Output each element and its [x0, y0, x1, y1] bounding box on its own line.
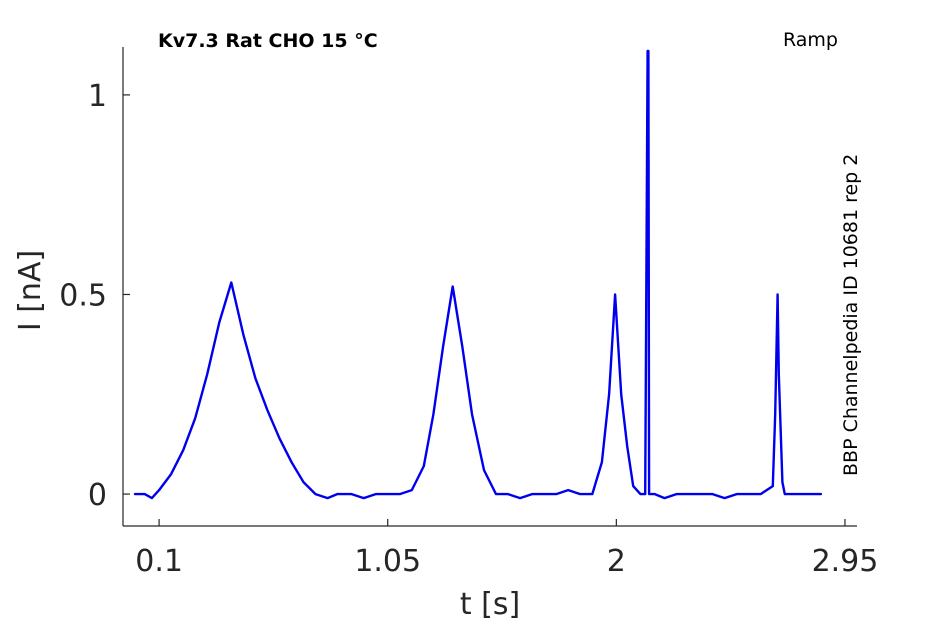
- y-axis-ticks: 00.51: [59, 79, 130, 513]
- x-tick-label: 2: [607, 544, 626, 579]
- plot-area: [133, 49, 823, 500]
- chart-title: Kv7.3 Rat CHO 15 °C: [158, 30, 378, 52]
- axes: [122, 47, 857, 527]
- protocol-label: Ramp: [783, 29, 838, 51]
- y-tick-label: 0.5: [59, 278, 107, 313]
- x-tick-label: 0.1: [135, 544, 183, 579]
- x-tick-label: 2.95: [812, 544, 879, 579]
- x-axis-ticks: 0.1 1.05 2 2.95: [135, 519, 878, 579]
- current-trace-line: [133, 49, 823, 500]
- y-axis-title: I [nA]: [13, 250, 48, 331]
- x-axis-title: t [s]: [460, 587, 520, 622]
- y-tick-label: 0: [88, 478, 107, 513]
- y-tick-label: 1: [88, 79, 107, 114]
- x-tick-label: 1.05: [354, 544, 421, 579]
- source-note: BBP Channelpedia ID 10681 rep 2: [840, 154, 862, 476]
